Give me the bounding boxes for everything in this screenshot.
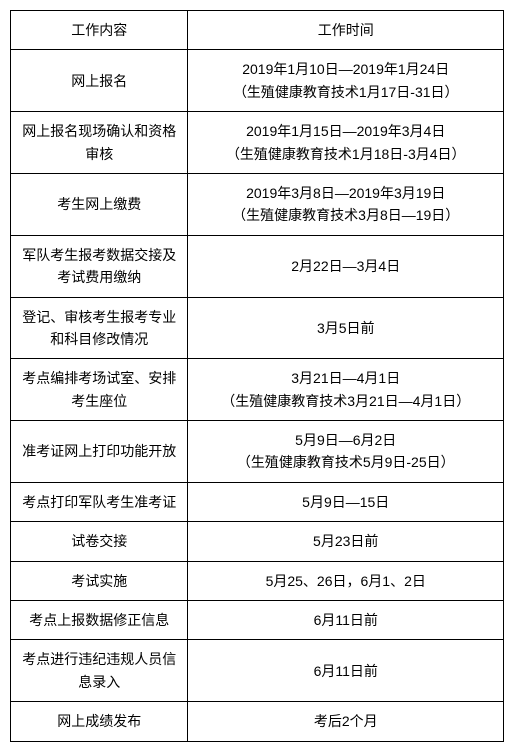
table-row: 网上报名现场确认和资格审核2019年1月15日—2019年3月4日（生殖健康教育… <box>11 112 504 174</box>
cell-content: 军队考生报考数据交接及考试费用缴纳 <box>11 235 188 297</box>
table-row: 考生网上缴费2019年3月8日—2019年3月19日（生殖健康教育技术3月8日—… <box>11 173 504 235</box>
cell-time: 3月21日—4月1日（生殖健康教育技术3月21日—4月1日） <box>188 359 504 421</box>
header-time: 工作时间 <box>188 11 504 50</box>
cell-time: 5月25、26日，6月1、2日 <box>188 561 504 600</box>
cell-time: 6月11日前 <box>188 640 504 702</box>
cell-content: 考点编排考场试室、安排考生座位 <box>11 359 188 421</box>
table-row: 考点打印军队考生准考证5月9日—15日 <box>11 482 504 521</box>
cell-time: 2019年3月8日—2019年3月19日（生殖健康教育技术3月8日—19日） <box>188 173 504 235</box>
table-body: 网上报名2019年1月10日—2019年1月24日（生殖健康教育技术1月17日-… <box>11 50 504 741</box>
table-row: 军队考生报考数据交接及考试费用缴纳2月22日—3月4日 <box>11 235 504 297</box>
table-row: 考点进行违纪违规人员信息录入6月11日前 <box>11 640 504 702</box>
schedule-table: 工作内容 工作时间 网上报名2019年1月10日—2019年1月24日（生殖健康… <box>10 10 504 742</box>
cell-content: 考点打印军队考生准考证 <box>11 482 188 521</box>
cell-time: 2019年1月15日—2019年3月4日（生殖健康教育技术1月18日-3月4日） <box>188 112 504 174</box>
cell-time: 考后2个月 <box>188 702 504 741</box>
cell-content: 网上成绩发布 <box>11 702 188 741</box>
cell-content: 试卷交接 <box>11 522 188 561</box>
table-row: 考点上报数据修正信息6月11日前 <box>11 601 504 640</box>
table-row: 试卷交接5月23日前 <box>11 522 504 561</box>
cell-time: 6月11日前 <box>188 601 504 640</box>
cell-content: 网上报名 <box>11 50 188 112</box>
cell-time: 5月23日前 <box>188 522 504 561</box>
table-row: 登记、审核考生报考专业和科目修改情况3月5日前 <box>11 297 504 359</box>
cell-content: 考生网上缴费 <box>11 173 188 235</box>
cell-content: 考点进行违纪违规人员信息录入 <box>11 640 188 702</box>
cell-time: 3月5日前 <box>188 297 504 359</box>
table-row: 准考证网上打印功能开放5月9日—6月2日（生殖健康教育技术5月9日-25日） <box>11 421 504 483</box>
cell-content: 准考证网上打印功能开放 <box>11 421 188 483</box>
cell-time: 5月9日—6月2日（生殖健康教育技术5月9日-25日） <box>188 421 504 483</box>
header-content: 工作内容 <box>11 11 188 50</box>
cell-content: 网上报名现场确认和资格审核 <box>11 112 188 174</box>
cell-content: 考点上报数据修正信息 <box>11 601 188 640</box>
cell-time: 5月9日—15日 <box>188 482 504 521</box>
table-row: 网上成绩发布考后2个月 <box>11 702 504 741</box>
cell-content: 登记、审核考生报考专业和科目修改情况 <box>11 297 188 359</box>
table-row: 网上报名2019年1月10日—2019年1月24日（生殖健康教育技术1月17日-… <box>11 50 504 112</box>
table-row: 考试实施5月25、26日，6月1、2日 <box>11 561 504 600</box>
table-header-row: 工作内容 工作时间 <box>11 11 504 50</box>
cell-time: 2019年1月10日—2019年1月24日（生殖健康教育技术1月17日-31日） <box>188 50 504 112</box>
cell-time: 2月22日—3月4日 <box>188 235 504 297</box>
table-row: 考点编排考场试室、安排考生座位3月21日—4月1日（生殖健康教育技术3月21日—… <box>11 359 504 421</box>
cell-content: 考试实施 <box>11 561 188 600</box>
